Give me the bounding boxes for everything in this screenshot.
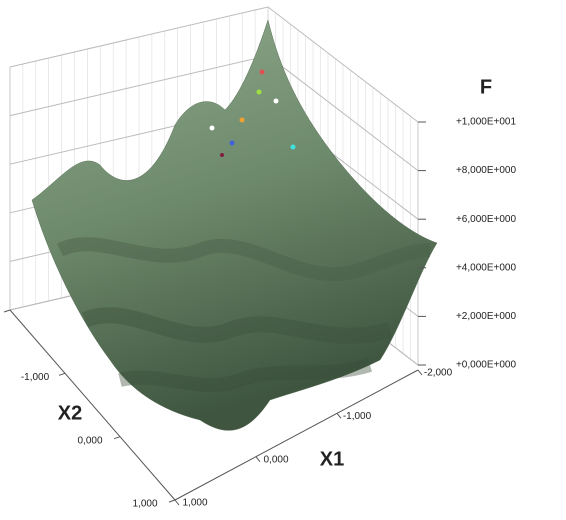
point	[229, 140, 235, 146]
point	[256, 89, 262, 95]
x-tick-label: 1,000	[182, 498, 207, 509]
point	[220, 153, 224, 157]
surface-shade	[81, 307, 393, 344]
sample-points	[209, 69, 296, 157]
z-tick-label: +0,000E+000	[456, 360, 516, 371]
point	[239, 117, 245, 123]
x-tick	[174, 499, 180, 506]
x-tick	[417, 369, 423, 376]
z-tick-label: +1,000E+001	[456, 117, 516, 128]
z-axis-label: F	[480, 76, 492, 98]
z-tick-label: +2,000E+000	[456, 311, 516, 322]
y-tick-label: -1,000	[21, 372, 50, 383]
z-tick-label: +8,000E+000	[456, 165, 516, 176]
point	[259, 69, 265, 75]
point	[273, 98, 279, 104]
x-tick-label: -2,000	[424, 368, 453, 379]
x-tick-label: -1,000	[343, 411, 372, 422]
x-tick-label: 0,000	[263, 454, 288, 465]
y-tick	[168, 499, 176, 503]
z-tick-label: +6,000E+000	[456, 214, 516, 225]
x-axis	[174, 369, 419, 501]
grid-line	[9, 6, 419, 123]
surface	[31, 19, 438, 431]
y-tick-label: 1,000	[132, 499, 157, 510]
surface-shade	[56, 237, 431, 282]
y-axis-label: X2	[58, 402, 82, 424]
x-axis-label: X1	[320, 448, 344, 470]
y-axis	[9, 309, 176, 501]
y-tick	[3, 309, 11, 313]
surface-shade	[118, 358, 373, 392]
x-tick	[336, 413, 342, 419]
y-tick	[58, 372, 66, 376]
x-tick	[255, 456, 261, 462]
z-tick-label: +4,000E+000	[456, 262, 516, 273]
point	[290, 144, 296, 150]
point	[209, 125, 215, 131]
y-tick	[113, 436, 121, 440]
y-tick-label: 0,000	[77, 435, 102, 446]
